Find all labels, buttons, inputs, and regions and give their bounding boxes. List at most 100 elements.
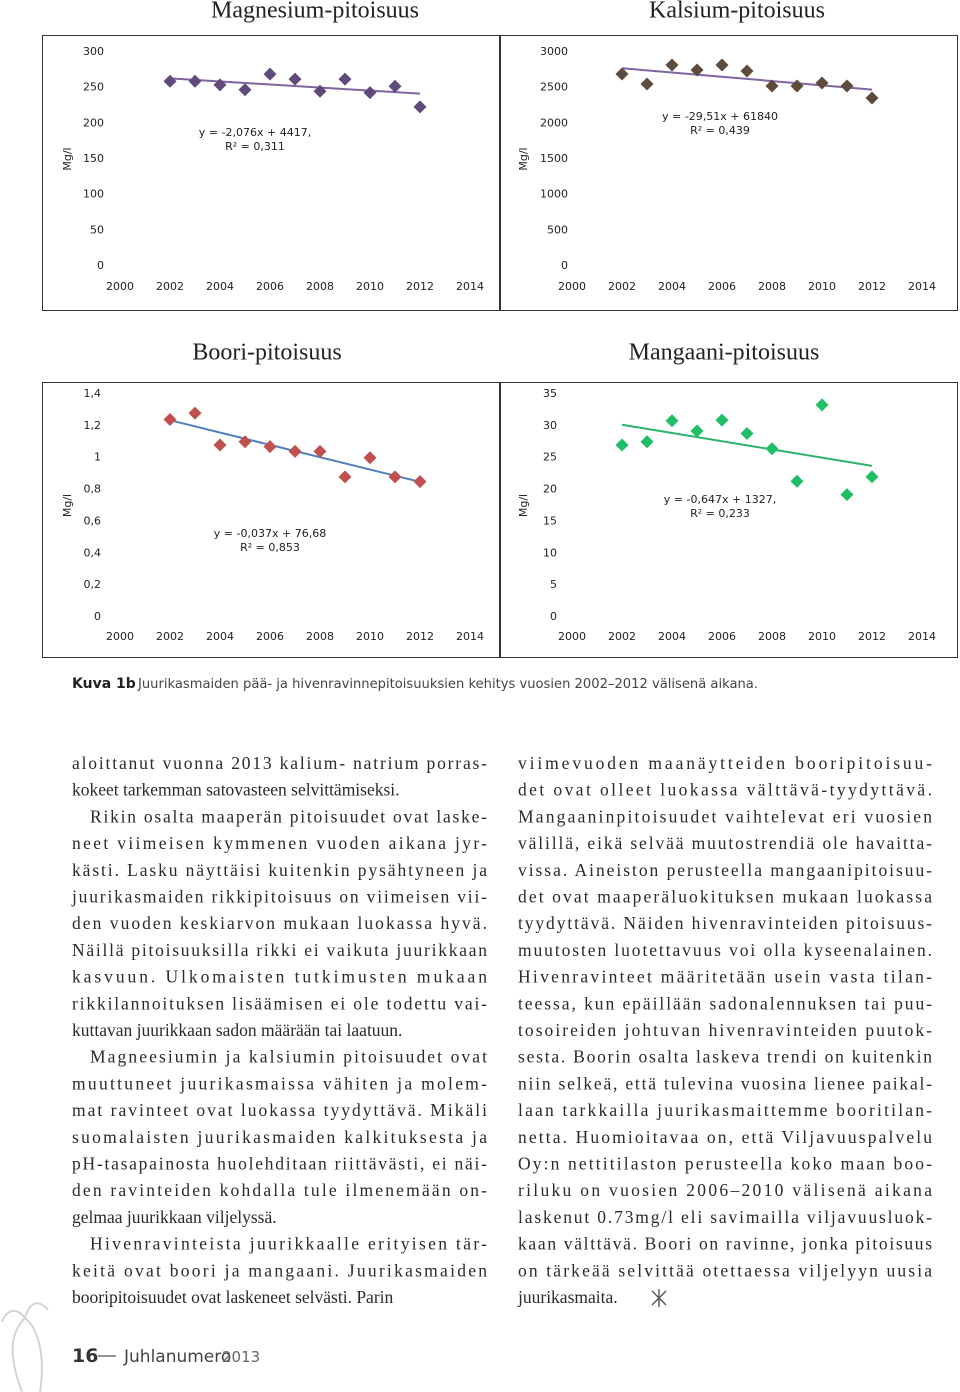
x-tick-label: 2000 bbox=[558, 630, 586, 643]
data-point bbox=[840, 79, 854, 93]
y-axis-label: Mg/l bbox=[61, 494, 74, 517]
x-tick-label: 2004 bbox=[658, 280, 686, 293]
y-tick-label: 2000 bbox=[540, 116, 568, 129]
x-tick-label: 2012 bbox=[858, 630, 886, 643]
y-tick-label: 0,6 bbox=[84, 514, 102, 527]
data-point bbox=[188, 406, 202, 420]
y-tick-label: 1 bbox=[94, 451, 101, 464]
body-text-line: Rikin osalta maaperän pitoisuudet ovat l… bbox=[90, 806, 487, 826]
x-tick-label: 2004 bbox=[206, 630, 234, 643]
y-tick-label: 1500 bbox=[540, 152, 568, 165]
y-tick-label: 1000 bbox=[540, 188, 568, 201]
trend-equation: R² = 0,853 bbox=[240, 541, 300, 554]
trend-line bbox=[621, 67, 873, 91]
body-text-line: gelmaa juurikkaan viljelyssä. bbox=[72, 1207, 277, 1227]
body-text-line: muuttuneet juurikasmaissa vähiten ja mol… bbox=[72, 1073, 487, 1093]
x-tick-label: 2002 bbox=[156, 280, 184, 293]
data-point bbox=[263, 440, 277, 454]
y-tick-label: 250 bbox=[83, 81, 104, 94]
x-tick-label: 2012 bbox=[406, 280, 434, 293]
x-tick-label: 2002 bbox=[608, 280, 636, 293]
body-text-line: kokeet tarkemman satovasteen selvittämis… bbox=[72, 780, 400, 800]
y-tick-label: 200 bbox=[83, 116, 104, 129]
data-point bbox=[213, 78, 227, 92]
data-point bbox=[238, 83, 252, 97]
data-point bbox=[413, 100, 427, 114]
body-text-line: viimevuoden maanäytteiden booripitoisuu- bbox=[518, 753, 932, 773]
data-point bbox=[790, 79, 804, 93]
x-tick-label: 2000 bbox=[106, 630, 134, 643]
body-text-line: netta. Huomioitavaa on, että Viljavuuspa… bbox=[518, 1127, 932, 1147]
data-point bbox=[313, 444, 327, 458]
body-text-line: Näillä pitoisuuksilla rikki ei vaikuta j… bbox=[72, 940, 487, 960]
data-point bbox=[263, 67, 277, 81]
x-tick-label: 2008 bbox=[758, 280, 786, 293]
data-point bbox=[238, 435, 252, 449]
trend-line bbox=[169, 77, 421, 95]
y-tick-label: 3000 bbox=[540, 45, 568, 58]
chart-frame bbox=[42, 35, 500, 311]
y-tick-label: 15 bbox=[543, 514, 557, 527]
end-sign bbox=[651, 1289, 667, 1307]
body-text-line: on tärkeää selvittää otettaessa viljelyy… bbox=[518, 1260, 932, 1280]
body-text-line: laskenut 0.73mg/l eli savimailla viljavu… bbox=[518, 1207, 932, 1227]
body-text-line: pH-tasapainosta huolehditaan riittävästi… bbox=[72, 1154, 487, 1174]
body-text-line: laan tarkkailla juurikasmaittemme boorit… bbox=[518, 1100, 932, 1120]
x-tick-label: 2006 bbox=[256, 630, 284, 643]
data-point bbox=[615, 438, 629, 452]
x-tick-label: 2014 bbox=[908, 280, 936, 293]
body-text-line: mat ravinteet ovat luokassa tyydyttävä. … bbox=[72, 1100, 487, 1120]
body-text-line: neet viimeisen kymmenen vuoden aikana jy… bbox=[72, 833, 487, 853]
body-text-line: Oy:n nettitilaston perusteella koko maan… bbox=[518, 1154, 932, 1174]
data-point bbox=[413, 475, 427, 489]
data-point bbox=[163, 74, 177, 88]
body-text-line: teessa, kun epäillään sadonalennuksen ta… bbox=[518, 993, 932, 1013]
chart-title: Kalsium-pitoisuus bbox=[649, 0, 825, 24]
body-text-line: Magneesiumin ja kalsiumin pitoisuudet ov… bbox=[90, 1047, 487, 1067]
body-text-line: kuttavan juurikkaan sadon määrään tai la… bbox=[72, 1020, 402, 1040]
data-point bbox=[338, 72, 352, 86]
body-text-line: välillä, eikä selvää muutostrendiä ole h… bbox=[518, 833, 932, 853]
page-number: 16 bbox=[72, 1345, 98, 1367]
body-text-line: tyydyttävä. Näiden hivenravinteiden pito… bbox=[518, 913, 932, 933]
chart-title: Boori-pitoisuus bbox=[192, 340, 341, 366]
body-text-line: riluku on vuosien 2006–2010 välisenä aik… bbox=[518, 1180, 932, 1200]
x-tick-label: 2014 bbox=[456, 630, 484, 643]
chart-frame bbox=[500, 382, 958, 658]
body-text-line: Hivenravinteet määritetään usein vasta t… bbox=[518, 967, 932, 987]
body-text-line: vissa. Aineiston perusteella mangaanipit… bbox=[518, 860, 932, 880]
x-tick-label: 2006 bbox=[256, 280, 284, 293]
x-tick-label: 2014 bbox=[908, 630, 936, 643]
y-tick-label: 500 bbox=[547, 223, 568, 236]
trend-equation: R² = 0,439 bbox=[690, 124, 750, 137]
beet-icon bbox=[1, 1302, 49, 1392]
body-text-line: kasvuun. Ulkomaisten tutkimusten mukaan bbox=[72, 967, 487, 987]
trend-equation: y = -0,647x + 1327, bbox=[664, 493, 776, 506]
publication: Juhlanumero bbox=[123, 1347, 231, 1367]
y-tick-label: 150 bbox=[83, 152, 104, 165]
data-point bbox=[765, 442, 779, 456]
chart-title: Magnesium-pitoisuus bbox=[211, 0, 419, 24]
body-text-line: keitä ovat boori ja mangaani. Juurikasma… bbox=[72, 1260, 487, 1280]
data-point bbox=[163, 412, 177, 426]
data-point bbox=[363, 86, 377, 100]
y-axis-label: Mg/l bbox=[517, 147, 530, 170]
y-tick-label: 0 bbox=[97, 259, 104, 272]
y-tick-label: 35 bbox=[543, 387, 557, 400]
caption-text: Juurikasmaiden pää- ja hivenravinnepitoi… bbox=[137, 676, 758, 692]
body-text-line: booripitoisuudet ovat laskeneet selvästi… bbox=[72, 1287, 394, 1307]
body-text-line: det ovat olleet luokassa välttävä-tyydyt… bbox=[518, 780, 932, 800]
x-tick-label: 2010 bbox=[808, 630, 836, 643]
trend-equation: y = -0,037x + 76,68 bbox=[214, 527, 326, 540]
end-sign-lines bbox=[651, 1289, 667, 1307]
trend-equation: R² = 0,233 bbox=[690, 507, 750, 520]
y-tick-label: 300 bbox=[83, 45, 104, 58]
chart-frame bbox=[500, 35, 958, 311]
x-tick-label: 2008 bbox=[306, 630, 334, 643]
data-point bbox=[388, 79, 402, 93]
data-point bbox=[665, 58, 679, 72]
data-point bbox=[615, 67, 629, 81]
y-tick-label: 30 bbox=[543, 419, 557, 432]
y-tick-label: 1,2 bbox=[84, 419, 102, 432]
